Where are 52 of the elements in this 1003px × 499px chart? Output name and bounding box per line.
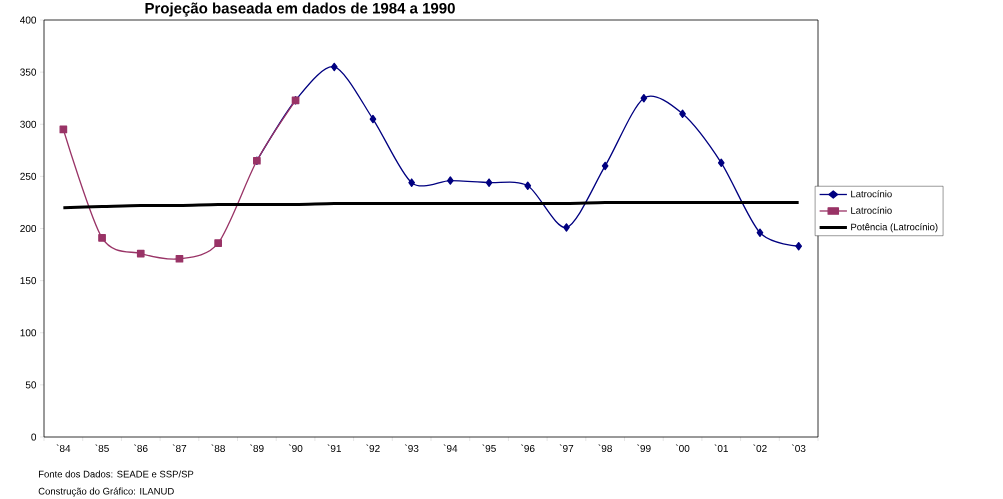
point: [175, 254, 184, 263]
y-tick-label: 200: [20, 224, 37, 233]
x-tick-label: `88: [211, 444, 225, 452]
y-tick-label: 300: [20, 120, 37, 128]
point: [136, 249, 145, 258]
y-tick-label: 100: [20, 329, 37, 337]
point: [408, 178, 416, 187]
chart-title: Projeção baseada em dados de 1984 a 1990: [145, 2, 455, 17]
x-tick-label: `87: [172, 444, 187, 452]
x-tick-label: `91: [327, 444, 341, 452]
point: [485, 178, 493, 187]
x-tick-label: `89: [250, 444, 264, 452]
y-tick-label: 150: [20, 277, 37, 285]
x-tick-label: `95: [482, 444, 496, 452]
x-tick-label: `97: [559, 444, 574, 452]
point: [214, 239, 223, 247]
point: [524, 181, 532, 191]
x-tick-label: `86: [134, 444, 148, 452]
x-tick-label: `85: [95, 444, 109, 452]
x-tick-label: `02: [753, 444, 767, 452]
x-tick-label: `98: [598, 444, 612, 452]
text: Construção do Gráfico: ILANUD: [38, 487, 174, 497]
y-tick-label: 350: [20, 68, 37, 76]
x-tick-label: `93: [404, 444, 419, 452]
point: [98, 234, 106, 242]
x-tick-label: `00: [675, 444, 690, 452]
y-tick-label: 0: [31, 433, 37, 441]
y-tick-label: 50: [25, 381, 37, 389]
point: [447, 176, 454, 185]
y-tick-label: 250: [20, 172, 37, 180]
x-tick-label: `01: [714, 444, 728, 452]
y-tick-label: 400: [20, 16, 37, 24]
legend-label: Latrocínio: [851, 206, 892, 214]
point: [640, 93, 648, 103]
x-tick-label: `84: [56, 444, 71, 452]
legend-label: Potência (Latrocínio): [851, 223, 938, 233]
x-tick-label: `94: [443, 444, 458, 452]
x-tick-label: `99: [637, 444, 651, 452]
source-note: Fonte dos Dados: SEADE e SSP/SP: [38, 470, 194, 478]
point: [563, 223, 570, 232]
point: [330, 62, 338, 72]
point: [795, 241, 803, 251]
x-tick-label: `03: [791, 444, 806, 452]
x-tick-label: `96: [521, 444, 535, 452]
point: [717, 158, 725, 168]
x-tick-label: `90: [288, 444, 303, 452]
point: [756, 228, 764, 237]
point: [369, 114, 377, 124]
legend-label: Latrocínio: [851, 190, 892, 198]
point: [601, 161, 609, 171]
x-tick-label: `92: [366, 444, 380, 452]
point: [679, 109, 686, 119]
